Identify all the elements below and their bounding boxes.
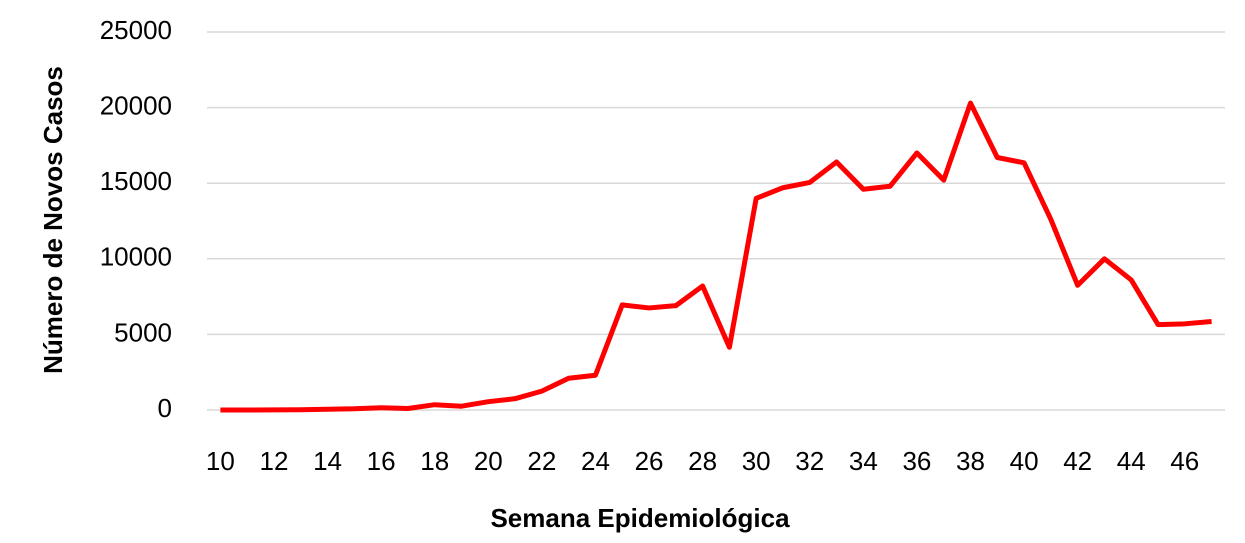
x-tick-label: 16 [367, 446, 396, 476]
y-tick-label: 10000 [100, 242, 172, 272]
x-tick-label: 18 [420, 446, 449, 476]
y-axis-title: Número de Novos Casos [38, 66, 68, 374]
x-tick-label: 42 [1063, 446, 1092, 476]
x-tick-label: 12 [260, 446, 289, 476]
x-tick-label: 34 [849, 446, 878, 476]
x-tick-label: 10 [206, 446, 235, 476]
x-tick-label: 36 [902, 446, 931, 476]
y-tick-label: 15000 [100, 166, 172, 196]
x-tick-label: 26 [635, 446, 664, 476]
x-tick-label: 46 [1170, 446, 1199, 476]
data-line [220, 100, 1212, 413]
x-tick-label: 22 [527, 446, 556, 476]
y-tick-label: 5000 [114, 317, 172, 347]
x-tick-label: 20 [474, 446, 503, 476]
x-tick-label: 30 [742, 446, 771, 476]
x-tick-label: 14 [313, 446, 342, 476]
x-tick-label: 32 [795, 446, 824, 476]
y-tick-label: 25000 [100, 15, 172, 45]
x-tick-label: 28 [688, 446, 717, 476]
x-tick-label: 44 [1117, 446, 1146, 476]
y-tick-label: 20000 [100, 90, 172, 120]
x-tick-label: 40 [1010, 446, 1039, 476]
x-tick-label: 24 [581, 446, 610, 476]
x-axis-title: Semana Epidemiológica [490, 503, 790, 533]
y-tick-label: 0 [158, 393, 172, 423]
x-tick-label: 38 [956, 446, 985, 476]
